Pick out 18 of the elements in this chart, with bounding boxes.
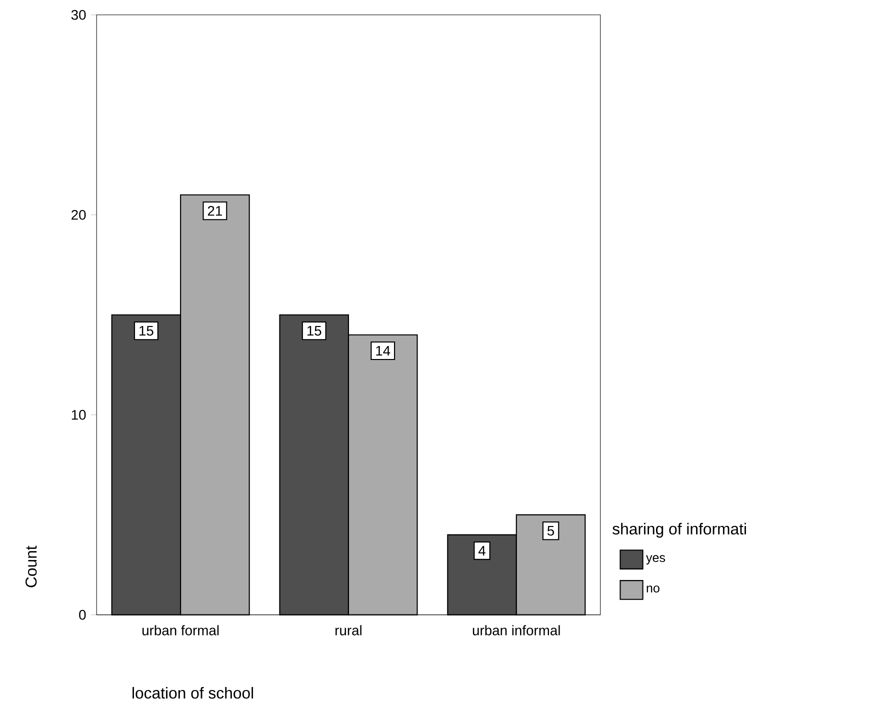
x-axis-title: location of school (132, 687, 254, 699)
x-tick-label: urban informal (472, 625, 560, 636)
data-label: 15 (307, 326, 322, 336)
data-label: 5 (547, 526, 554, 536)
data-label: 14 (376, 346, 390, 356)
x-tick-label: urban formal (142, 625, 219, 636)
y-axis-title: Count (25, 546, 37, 588)
legend-title: sharing of informati (612, 522, 746, 538)
data-label: 21 (208, 206, 222, 216)
data-label: 4 (478, 546, 486, 556)
y-tick-label: 10 (72, 410, 86, 420)
legend-label: yes (646, 555, 666, 565)
y-tick-label: 0 (79, 610, 86, 620)
y-tick-label: 30 (71, 10, 86, 20)
data-label: 15 (140, 326, 154, 336)
y-tick-label: 20 (72, 210, 86, 220)
x-tick-label: rural (336, 625, 362, 636)
legend-label: no (646, 586, 660, 592)
